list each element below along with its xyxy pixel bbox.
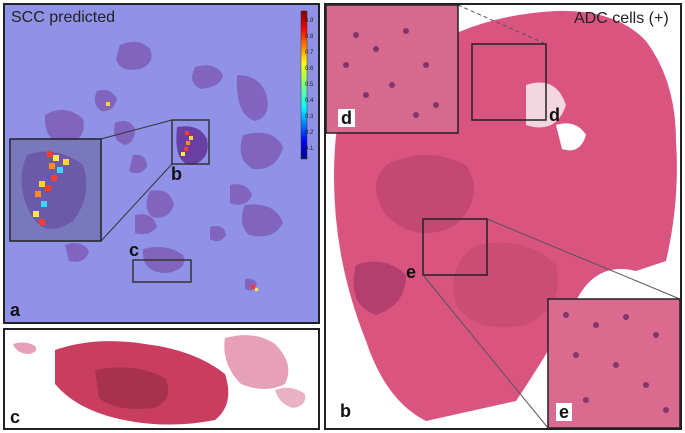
tissue-fragment xyxy=(129,154,147,174)
colorbar-tick-label: 0.2 xyxy=(305,130,314,136)
tissue-fragment xyxy=(44,109,84,145)
inset-hotspot xyxy=(33,151,69,225)
panel-b-label: b xyxy=(340,401,351,421)
panel-a-slide xyxy=(9,10,308,291)
panel-a-label: a xyxy=(10,300,21,320)
tissue-fragments xyxy=(44,41,283,291)
small-hotspots xyxy=(106,102,258,291)
zoom-line xyxy=(486,218,680,300)
panel-a-title: SCC predicted xyxy=(11,9,116,26)
inset-d-label: d xyxy=(338,109,355,127)
colorbar xyxy=(300,10,308,160)
panel-c-label: c xyxy=(10,407,21,427)
colorbar-tick-label: 0.9 xyxy=(305,18,314,24)
tissue-fragment xyxy=(135,214,157,235)
tissue-fragment xyxy=(192,65,223,89)
colorbar-tick-label: 0.5 xyxy=(305,82,314,88)
roi-b-hotspot xyxy=(181,131,193,156)
panel-b-title: ADC cells (+) xyxy=(574,10,669,27)
zoom-line xyxy=(457,5,547,45)
colorbar-tick-label: 0.4 xyxy=(305,98,314,104)
roi-c-box xyxy=(132,259,192,283)
tissue-fragment xyxy=(94,90,117,112)
inset-e-label: e xyxy=(556,403,573,421)
inset-d-nuclei xyxy=(343,28,439,118)
inset-e-nuclei xyxy=(563,312,669,413)
roi-b-label: b xyxy=(171,164,182,184)
tissue-fragment xyxy=(241,204,283,237)
tissue-fragment xyxy=(240,132,283,170)
panel-c: c xyxy=(3,328,320,430)
roi-b-tissue xyxy=(176,126,208,165)
tissue-fragment xyxy=(236,75,268,121)
colorbar-tick-label: 0.3 xyxy=(305,114,314,120)
tissue-fragment xyxy=(116,41,152,70)
colorbar-tick-label: 0.1 xyxy=(305,146,314,152)
tissue-fragment xyxy=(146,190,174,218)
roi-e-box xyxy=(422,218,488,276)
panel-c-tissue xyxy=(13,335,306,425)
roi-d-box xyxy=(471,43,547,121)
tissue-fragment xyxy=(210,226,226,242)
roi-b-box xyxy=(171,119,210,165)
roi-e-label: e xyxy=(406,262,417,282)
roi-c-label: c xyxy=(129,240,140,260)
colorbar-tick-label: 0.8 xyxy=(305,34,314,40)
colorbar-tick-label: 0.6 xyxy=(305,66,314,72)
zoom-line xyxy=(422,274,549,428)
panel-b: ADC cells (+) d d e e b xyxy=(324,3,682,430)
tissue-fragment xyxy=(65,243,89,262)
zoom-line xyxy=(100,119,173,140)
zoom-line xyxy=(100,163,173,242)
colorbar-tick-label: 0.7 xyxy=(305,50,314,56)
tissue-fragment xyxy=(230,184,252,205)
panel-a: 0.9 0.8 0.7 0.6 0.5 0.4 0.3 0.2 0.1 SCC predicte… xyxy=(3,3,320,324)
panel-b-tissue xyxy=(326,5,680,428)
roi-d-label: d xyxy=(549,105,560,125)
